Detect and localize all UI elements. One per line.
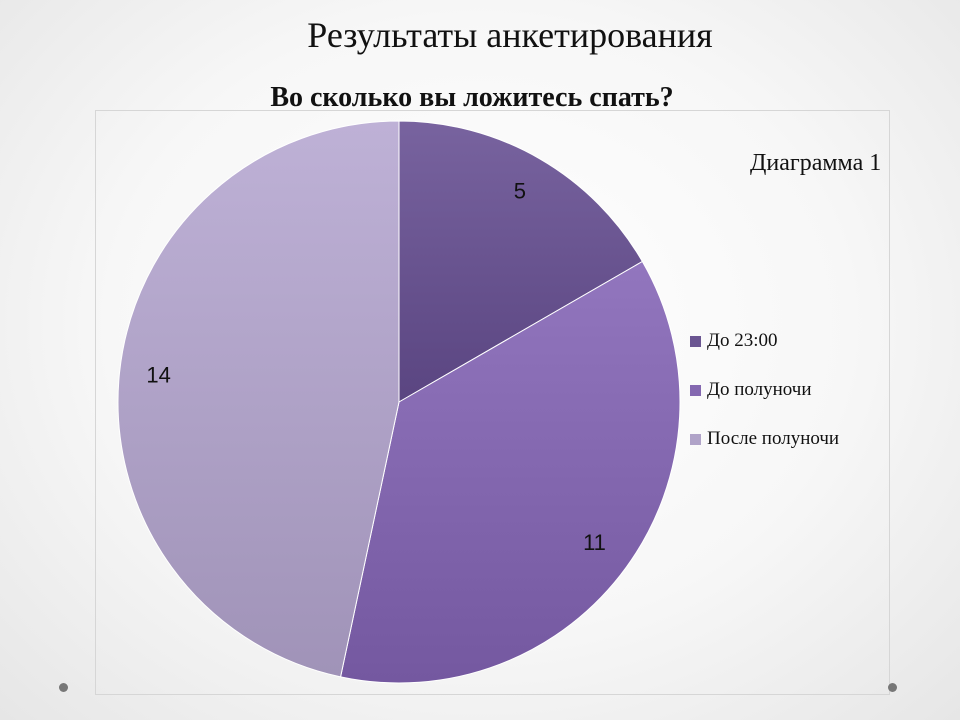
slide-title: Результаты анкетирования — [307, 15, 713, 55]
pie-slice-before-23 — [398, 120, 644, 403]
chart-annotation: Диаграмма 1 — [750, 150, 882, 176]
slide-nav-dot-right — [888, 683, 897, 692]
legend-label: До 23:00 — [707, 330, 778, 351]
pie-data-label: 14 — [146, 363, 170, 388]
pie-data-label: 11 — [583, 530, 606, 555]
pie-slice-after-midnight — [117, 120, 400, 678]
chart-legend: До 23:00 До полуночи После полуночи — [690, 328, 839, 475]
legend-swatch-before-23 — [690, 335, 701, 347]
slide-nav-dot-left — [59, 683, 68, 692]
legend-swatch-after-midnight — [690, 433, 701, 445]
pie-data-label: 5 — [514, 179, 526, 204]
legend-item-before-midnight: До полуночи — [690, 377, 839, 403]
chart-frame — [95, 110, 890, 695]
legend-label: До полуночи — [707, 379, 812, 400]
legend-swatch-before-midnight — [690, 384, 701, 396]
legend-item-after-midnight: После полуночи — [690, 426, 839, 452]
legend-item-before-23: До 23:00 — [690, 328, 839, 354]
pie-slice-before-midnight — [339, 260, 681, 684]
legend-label: После полуночи — [707, 428, 840, 449]
chart-title: Во сколько вы ложитесь спать? — [270, 82, 674, 113]
